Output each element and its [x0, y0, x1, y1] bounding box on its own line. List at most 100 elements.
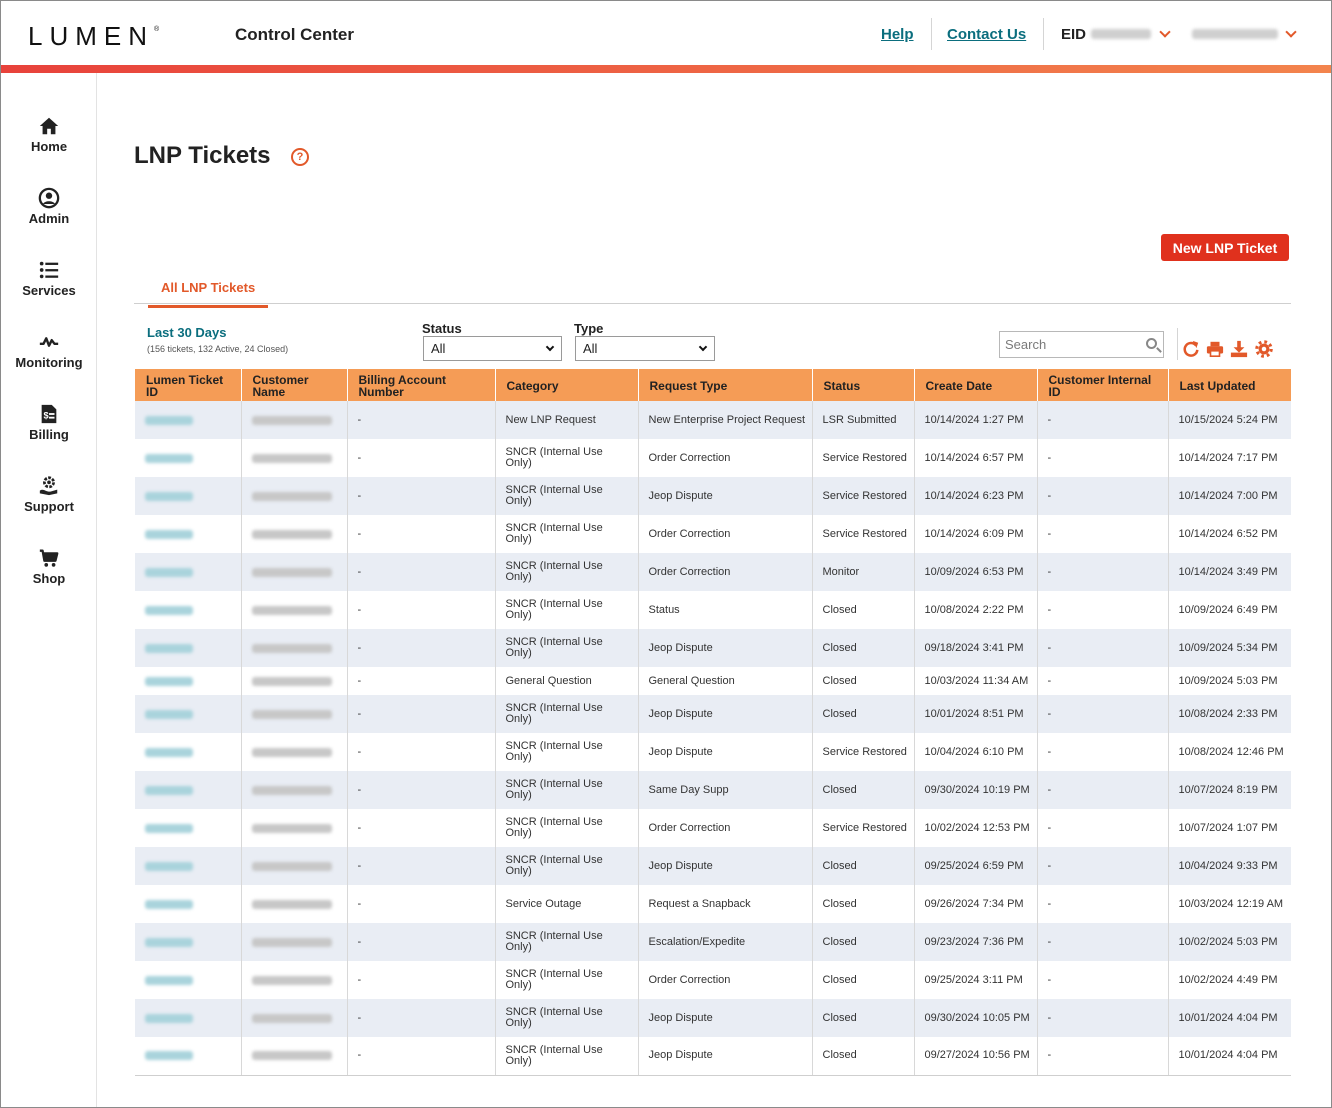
sidebar-item-home[interactable]: Home: [1, 115, 97, 154]
sidebar-item-shop[interactable]: Shop: [1, 547, 97, 586]
sidebar-item-support[interactable]: Support: [1, 475, 97, 514]
search-icon[interactable]: [1146, 338, 1157, 349]
ticket-id-redacted[interactable]: [145, 1051, 193, 1061]
table-row[interactable]: - SNCR (Internal Use Only) Order Correctio…: [135, 515, 1291, 553]
request-cell: Order Correction: [637, 961, 812, 999]
ticket-id-redacted[interactable]: [145, 453, 193, 463]
sidebar-item-label: Monitoring: [15, 355, 83, 370]
column-header[interactable]: Category: [494, 369, 638, 401]
sidebar-item-admin[interactable]: Admin: [1, 187, 97, 226]
print-icon[interactable]: [1206, 340, 1224, 358]
ticket-id-redacted[interactable]: [145, 567, 193, 577]
status-select[interactable]: All: [423, 336, 562, 361]
table-row[interactable]: - SNCR (Internal Use Only) Escalation/Expe…: [135, 923, 1291, 961]
table-row[interactable]: - Service Outage Request a Snapback Closed 0…: [135, 885, 1291, 923]
column-header[interactable]: Last Updated: [1167, 369, 1291, 401]
table-row[interactable]: - SNCR (Internal Use Only) Same Day Supp Cl…: [135, 771, 1291, 809]
status-cell: Service Restored: [811, 733, 914, 771]
status-cell: Closed: [811, 667, 914, 695]
eid-chevron-down-icon[interactable]: [1159, 26, 1171, 38]
category-cell: SNCR (Internal Use Only): [494, 733, 638, 771]
ticket-id-cell[interactable]: [135, 847, 241, 885]
request-cell: Status: [637, 591, 812, 629]
sidebar-item-services[interactable]: Services: [1, 259, 97, 298]
sidebar-item-monitoring[interactable]: Monitoring: [1, 331, 97, 370]
table-row[interactable]: - SNCR (Internal Use Only) Jeop Dispute Ser…: [135, 733, 1291, 771]
column-header[interactable]: Billing Account Number: [346, 369, 495, 401]
ticket-id-redacted[interactable]: [145, 747, 193, 757]
table-row[interactable]: - SNCR (Internal Use Only) Order Correctio…: [135, 809, 1291, 847]
ticket-id-redacted[interactable]: [145, 709, 193, 719]
table-row[interactable]: - General Question General Question Closed 1…: [135, 667, 1291, 695]
table-row[interactable]: - SNCR (Internal Use Only) Jeop Dispute Clo…: [135, 695, 1291, 733]
column-header[interactable]: Customer Internal ID: [1036, 369, 1168, 401]
ticket-id-cell[interactable]: [135, 591, 241, 629]
table-row[interactable]: - SNCR (Internal Use Only) Status Closed 10/…: [135, 591, 1291, 629]
ticket-id-cell[interactable]: [135, 999, 241, 1037]
settings-icon[interactable]: [1255, 340, 1273, 358]
ticket-id-redacted[interactable]: [145, 1013, 193, 1023]
ticket-id-redacted[interactable]: [145, 676, 193, 686]
ticket-id-cell[interactable]: [135, 733, 241, 771]
tab-all-lnp-tickets[interactable]: All LNP Tickets: [148, 280, 269, 308]
ticket-id-redacted[interactable]: [145, 785, 193, 795]
period-link[interactable]: Last 30 Days: [147, 325, 227, 340]
ticket-id-cell[interactable]: [135, 439, 241, 477]
download-icon[interactable]: [1230, 340, 1248, 358]
ticket-id-redacted[interactable]: [145, 823, 193, 833]
table-row[interactable]: - SNCR (Internal Use Only) Jeop Dispute Clo…: [135, 847, 1291, 885]
column-header[interactable]: Customer Name: [240, 369, 347, 401]
ticket-id-cell[interactable]: [135, 401, 241, 439]
ticket-id-redacted[interactable]: [145, 529, 193, 539]
ticket-id-redacted[interactable]: [145, 415, 193, 425]
ticket-id-redacted[interactable]: [145, 861, 193, 871]
lumen-logo[interactable]: LUMEN®: [28, 21, 160, 51]
ticket-id-cell[interactable]: [135, 553, 241, 591]
created-cell: 09/30/2024 10:19 PM: [913, 771, 1037, 809]
ticket-id-redacted[interactable]: [145, 491, 193, 501]
ticket-id-cell[interactable]: [135, 477, 241, 515]
ticket-id-cell[interactable]: [135, 885, 241, 923]
user-menu-redacted[interactable]: [1192, 29, 1278, 39]
ticket-id-cell[interactable]: [135, 515, 241, 553]
refresh-icon[interactable]: [1182, 340, 1200, 358]
ticket-id-cell[interactable]: [135, 809, 241, 847]
contact-us-link[interactable]: Contact Us: [947, 26, 1027, 43]
table-row[interactable]: - New LNP Request New Enterprise Project R…: [135, 401, 1291, 439]
ticket-id-redacted[interactable]: [145, 899, 193, 909]
column-header[interactable]: Create Date: [913, 369, 1037, 401]
ticket-id-redacted[interactable]: [145, 605, 193, 615]
ticket-id-redacted[interactable]: [145, 643, 193, 653]
customer-name-redacted: [251, 785, 332, 795]
table-row[interactable]: - SNCR (Internal Use Only) Jeop Dispute Clo…: [135, 1037, 1291, 1076]
ticket-id-cell[interactable]: [135, 667, 241, 695]
table-row[interactable]: - SNCR (Internal Use Only) Jeop Dispute Clo…: [135, 629, 1291, 667]
ticket-id-cell[interactable]: [135, 771, 241, 809]
ticket-id-cell[interactable]: [135, 695, 241, 733]
category-cell: Service Outage: [494, 885, 638, 923]
ticket-id-cell[interactable]: [135, 961, 241, 999]
column-header[interactable]: Request Type: [637, 369, 812, 401]
table-row[interactable]: - SNCR (Internal Use Only) Jeop Dispute Clo…: [135, 999, 1291, 1037]
new-lnp-ticket-button[interactable]: New LNP Ticket: [1161, 234, 1289, 261]
user-chevron-down-icon[interactable]: [1285, 26, 1297, 38]
ticket-id-cell[interactable]: [135, 1037, 241, 1076]
ticket-id-redacted[interactable]: [145, 975, 193, 985]
search-input[interactable]: [999, 331, 1164, 358]
help-question-icon[interactable]: ?: [291, 148, 309, 166]
table-row[interactable]: - SNCR (Internal Use Only) Jeop Dispute Ser…: [135, 477, 1291, 515]
ticket-id-cell[interactable]: [135, 923, 241, 961]
type-select[interactable]: All: [575, 336, 715, 361]
table-row[interactable]: - SNCR (Internal Use Only) Order Correctio…: [135, 553, 1291, 591]
table-row[interactable]: - SNCR (Internal Use Only) Order Correctio…: [135, 961, 1291, 999]
help-link[interactable]: Help: [881, 26, 914, 43]
header-divider: [1043, 18, 1044, 50]
created-cell: 10/14/2024 6:57 PM: [913, 439, 1037, 477]
column-header[interactable]: Status: [811, 369, 914, 401]
sidebar-item-billing[interactable]: $ Billing: [1, 403, 97, 442]
column-header[interactable]: Lumen Ticket ID: [135, 369, 241, 401]
ticket-id-redacted[interactable]: [145, 937, 193, 947]
top-header: LUMEN® Control Center Help Contact Us EI…: [1, 1, 1331, 65]
table-row[interactable]: - SNCR (Internal Use Only) Order Correctio…: [135, 439, 1291, 477]
ticket-id-cell[interactable]: [135, 629, 241, 667]
